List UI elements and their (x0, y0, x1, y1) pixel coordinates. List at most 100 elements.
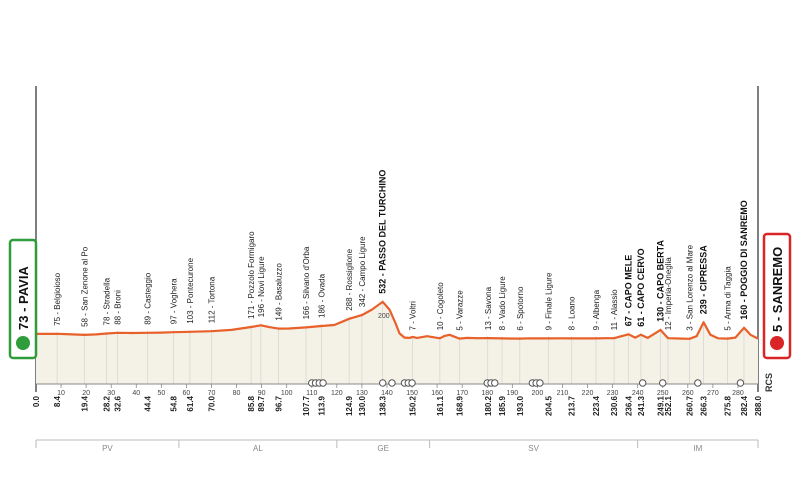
waypoint-distance: 54.8 (169, 395, 178, 411)
route-marker-icon (736, 379, 745, 387)
waypoint-label: 58 - San Zenone al Po (81, 246, 90, 327)
finish-icon (770, 336, 784, 350)
route-marker-icon (491, 379, 499, 387)
x-tick-label: 130 (356, 390, 368, 397)
route-marker-icon (638, 379, 647, 387)
route-marker-icon (694, 379, 702, 387)
x-tick-label: 50 (157, 390, 165, 397)
waypoint-label: 239 - CIPRESSA (699, 245, 709, 315)
region-label: GE (377, 444, 389, 453)
route-marker-icon (659, 379, 667, 387)
x-tick-label: 70 (208, 390, 216, 397)
x-tick-label: 90 (258, 390, 266, 397)
region-label: PV (102, 444, 113, 453)
waypoint-label: 196 - Novi Ligure (257, 256, 266, 317)
waypoint-label: 75 - Belgioioso (53, 272, 62, 325)
x-tick-label: 270 (707, 390, 719, 397)
route-marker-icon (408, 379, 416, 387)
waypoint-distance: 61.4 (186, 395, 195, 411)
x-tick-label: 280 (732, 390, 744, 397)
waypoint-distance: 223.4 (592, 395, 601, 416)
waypoint-label: 97 - Voghera (169, 278, 178, 324)
waypoint-distance: 241.3 (637, 395, 646, 416)
waypoint-distance: 252.1 (664, 395, 673, 416)
x-tick-label: 150 (406, 390, 418, 397)
waypoint-label: 10 - Cogoleto (436, 282, 445, 331)
waypoint-distance: 107.7 (302, 395, 311, 416)
waypoint-label: 288 - Rossiglione (345, 248, 354, 310)
waypoint-lines (56, 299, 745, 384)
waypoint-distance: 113.9 (318, 395, 327, 415)
x-tick-label: 100 (281, 390, 293, 397)
x-tick-label: 20 (82, 390, 90, 397)
waypoint-label: 5 - Arma di Taggia (723, 266, 732, 331)
waypoint-distance: 249.1 (657, 395, 666, 416)
x-tick-label: 160 (431, 390, 443, 397)
waypoint-distance: 230.6 (610, 395, 619, 416)
elevation-line (35, 300, 759, 340)
waypoint-label: 342 - Campo Ligure (358, 236, 367, 307)
region-label: AL (253, 444, 263, 453)
waypoint-distance: 138.3 (379, 395, 388, 416)
route-marker-icon (388, 379, 396, 387)
x-tick-label: 10 (57, 390, 65, 397)
waypoint-distance: 213.7 (568, 395, 577, 416)
x-tick-label: 250 (657, 390, 669, 397)
waypoint-distance: 70.0 (208, 395, 217, 411)
x-tick-label: 230 (607, 390, 619, 397)
start-label: 73 - PAVIA (16, 266, 31, 330)
waypoint-distance: 89.7 (257, 395, 266, 411)
finish-badge: 5 - SANREMO (762, 232, 792, 360)
waypoint-distance: 44.4 (143, 395, 152, 411)
route-marker-icon (379, 379, 387, 387)
waypoint-label: 12 - Imperia-Oneglia (664, 257, 673, 330)
elevation-fill (36, 301, 758, 384)
waypoint-distance: 28.2 (103, 395, 112, 411)
start-distance: 0.0 (32, 395, 41, 407)
region-label: IM (693, 444, 702, 453)
x-tick-label: 190 (506, 390, 518, 397)
waypoint-distance: 204.5 (545, 395, 554, 416)
waypoint-label: 6 - Spotorno (516, 286, 525, 331)
waypoint-distance: 168.9 (455, 395, 464, 416)
waypoint-distance: 150.2 (409, 395, 418, 416)
route-marker-icon (319, 379, 327, 387)
grid-altitude-label: 200 (378, 313, 390, 320)
waypoint-distance: 236.4 (625, 395, 634, 416)
waypoint-distance: 130.0 (358, 395, 367, 416)
route-markers (308, 379, 745, 387)
waypoint-label: 8 - Vado Ligure (498, 276, 507, 331)
waypoint-label: 130 - CAPO BERTA (656, 240, 666, 322)
waypoint-label: 103 - Pontecurone (186, 257, 195, 323)
waypoint-distance: 85.8 (247, 395, 256, 411)
region-bar: PV AL GE SV IM (35, 439, 759, 453)
waypoint-label: 11 - Alassio (610, 289, 619, 330)
x-axis: 10 20 30 40 50 60 70 80 90 100 110 120 130 140 150 160 1… (57, 384, 744, 397)
waypoint-label: 532 - PASSO DEL TURCHINO (378, 170, 388, 294)
waypoint-distance: 193.0 (516, 395, 525, 416)
x-tick-label: 30 (107, 390, 115, 397)
x-tick-label: 210 (557, 390, 569, 397)
finish-distance: 288.0 (754, 395, 763, 416)
waypoint-distance: 32.6 (114, 395, 123, 411)
x-tick-label: 120 (331, 390, 343, 397)
waypoint-label: 171 - Pozzolo Formigaro (247, 231, 256, 319)
waypoint-label: 149 - Basaluzzo (274, 263, 283, 321)
waypoint-label: 89 - Casteggio (143, 272, 152, 325)
waypoint-label: 112 - Tortona (208, 276, 217, 323)
x-tick-label: 240 (632, 390, 644, 397)
waypoint-distance: 19.4 (81, 395, 90, 411)
waypoint-distance: 275.8 (723, 395, 732, 416)
waypoint-label: 5 - Varazze (455, 290, 464, 331)
waypoint-label: 61 - CAPO CERVO (636, 248, 646, 326)
x-tick-label: 40 (132, 390, 140, 397)
start-icon (16, 336, 30, 350)
waypoint-distance: 185.9 (498, 395, 507, 416)
waypoint-label: 3 - San Lorenzo al Mare (686, 244, 695, 330)
waypoint-label: 160 - POGGIO DI SANREMO (739, 200, 749, 320)
waypoint-label: 67 - CAPO MELE (624, 255, 634, 327)
x-tick-label: 220 (582, 390, 594, 397)
waypoint-label: 8 - Loano (568, 296, 577, 330)
finish-label: 5 - SANREMO (770, 247, 785, 332)
